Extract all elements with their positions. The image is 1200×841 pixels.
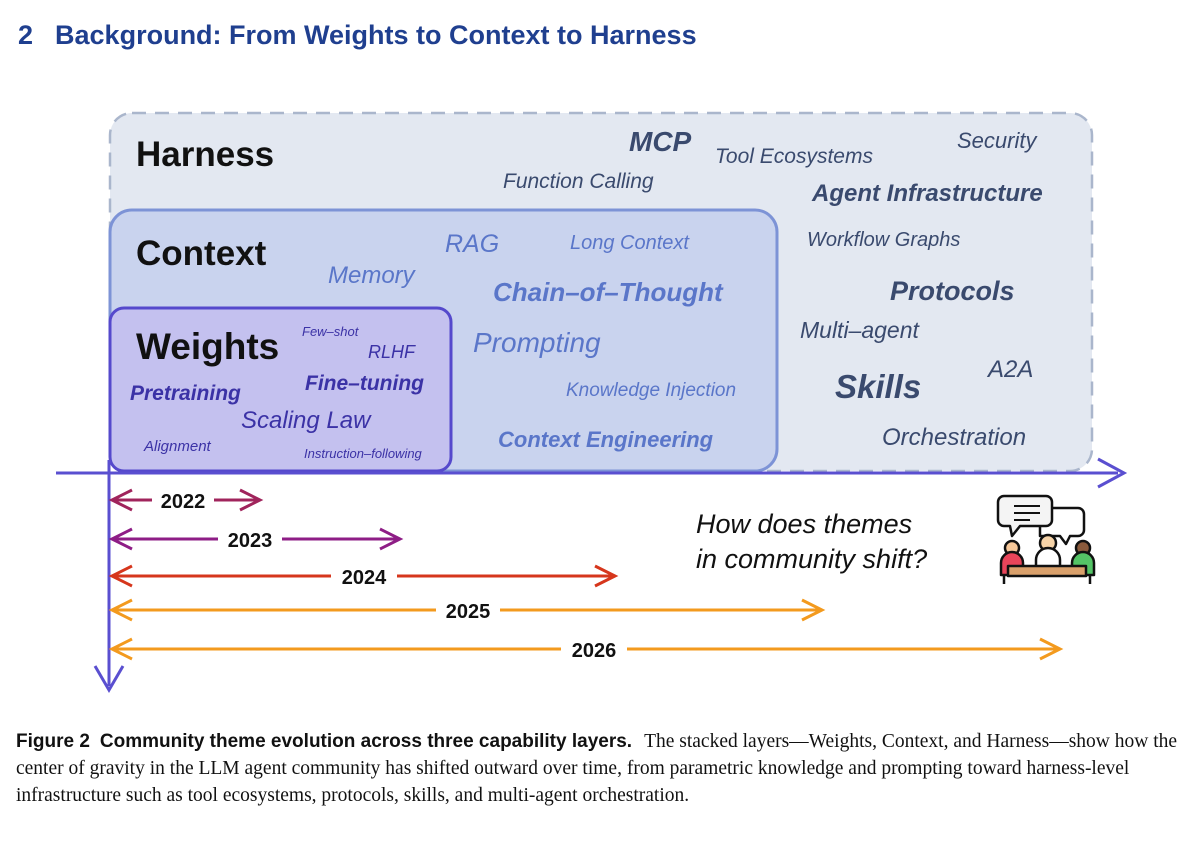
- term-knowledge-injection: Knowledge Injection: [566, 380, 736, 401]
- term-rlhf: RLHF: [368, 342, 416, 362]
- year-arrow-2023: 2023: [108, 527, 404, 552]
- caption-text: The stacked layers—Weights, Context, and…: [16, 731, 1178, 806]
- horizontal-axis-arrowhead: [1097, 457, 1128, 489]
- harness-layer-title: Harness: [136, 135, 274, 174]
- term-protocols: Protocols: [890, 276, 1015, 306]
- term-long-context: Long Context: [570, 232, 690, 254]
- term-context-engineering: Context Engineering: [498, 427, 714, 452]
- year-label-2023: 2023: [228, 530, 273, 552]
- term-memory: Memory: [328, 262, 417, 289]
- year-label-2025: 2025: [446, 601, 491, 623]
- term-multi-agent: Multi–agent: [800, 317, 921, 343]
- term-workflow-graphs: Workflow Graphs: [807, 229, 960, 251]
- term-tool-ecosystems: Tool Ecosystems: [715, 145, 873, 168]
- year-label-2026: 2026: [572, 640, 617, 662]
- term-mcp: MCP: [629, 126, 692, 157]
- term-orchestration: Orchestration: [882, 424, 1026, 451]
- term-rag: RAG: [445, 230, 499, 258]
- caption-title: Community theme evolution across three c…: [99, 731, 633, 752]
- term-prompting: Prompting: [473, 327, 601, 358]
- term-chain-of-thought: Chain–of–Thought: [493, 277, 724, 307]
- term-security: Security: [957, 128, 1038, 153]
- context-layer-title: Context: [136, 234, 267, 273]
- weights-layer-title: Weights: [136, 326, 279, 367]
- year-label-2022: 2022: [161, 491, 206, 513]
- figure-caption: Figure 2 Community theme evolution across…: [16, 728, 1184, 809]
- term-function-calling: Function Calling: [503, 170, 654, 193]
- term-few-shot: Few–shot: [302, 324, 360, 339]
- year-label-2024: 2024: [342, 567, 387, 589]
- year-arrow-2026: 2026: [108, 637, 1064, 662]
- question-line-2: in community shift?: [696, 544, 927, 574]
- term-pretraining: Pretraining: [130, 382, 241, 405]
- term-scaling-law: Scaling Law: [241, 407, 372, 434]
- term-skills: Skills: [835, 368, 921, 405]
- vertical-axis-arrowhead: [93, 665, 125, 693]
- term-alignment: Alignment: [143, 438, 212, 455]
- section-number: 2: [18, 20, 34, 50]
- term-a2a: A2A: [986, 356, 1033, 383]
- community-meeting-icon: [996, 494, 1096, 584]
- section-title: Background: From Weights to Context to H…: [55, 20, 697, 50]
- year-arrow-2025: 2025: [108, 598, 826, 623]
- term-fine-tuning: Fine–tuning: [305, 372, 424, 395]
- term-agent-infrastructure: Agent Infrastructure: [811, 180, 1043, 207]
- caption-label: Figure 2: [16, 731, 90, 752]
- year-arrow-2024: 2024: [108, 564, 619, 589]
- term-instruction-following: Instruction–following: [304, 446, 423, 461]
- section-heading: 2 Background: From Weights to Context to …: [18, 20, 697, 51]
- question-line-1: How does themes: [696, 509, 912, 539]
- weights-layer-box: [108, 306, 453, 473]
- year-arrow-2022: 2022: [108, 488, 264, 513]
- figure-diagram: Harness Context Weights MCP Tool Ecosyst…: [56, 111, 1128, 693]
